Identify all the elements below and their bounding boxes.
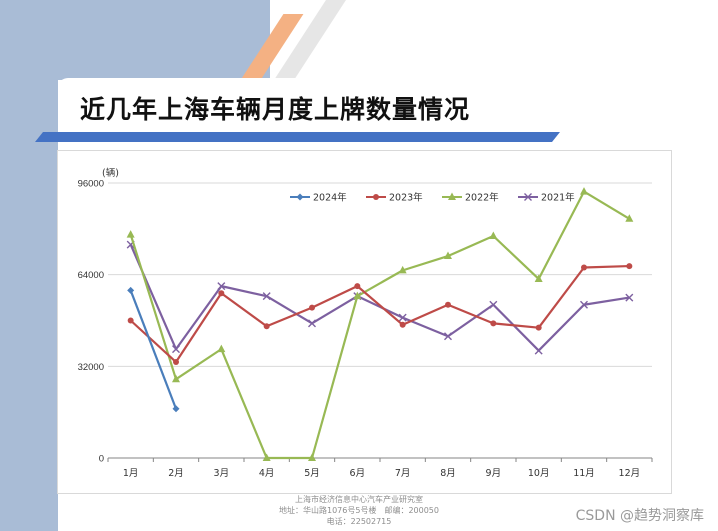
legend-marker-2023年 [373,194,379,200]
watermark: CSDN @趋势洞察库 [575,508,704,524]
legend-marker-2022年 [448,192,456,200]
footer-phone: 电话：22502715 [326,517,392,526]
page-title: 近几年上海车辆月度上牌数量情况 [80,95,471,124]
x-tick-label: 4月 [259,468,275,479]
data-point-2021年 [444,332,452,341]
line-chart: 0 32000 64000 96000(辆) 1月 2月 3月 4月 5月 6月 7月 8月 9月 10月… [78,167,653,479]
legend-label-2021年: 2021年 [541,192,575,204]
title-card [58,78,718,138]
data-point-2024年 [172,405,180,413]
x-tick-label: 10月 [528,468,550,479]
x-tick-label: 9月 [486,468,502,479]
data-point-2023年 [445,301,451,308]
data-point-2022年 [262,453,271,461]
data-point-2023年 [535,324,542,331]
y-axis-unit-label: (辆) [102,167,119,179]
legend-label-2023年: 2023年 [389,192,423,204]
data-point-2021年 [217,282,226,291]
legend-marker-2021年 [524,193,532,201]
x-tick-label: 7月 [395,468,411,479]
x-tick-label: 1月 [123,468,139,479]
data-point-2023年 [399,321,406,328]
footer-org: 上海市经济信息中心汽车产业研究室 [295,495,423,504]
y-tick-label: 0 [99,454,104,465]
series-line-2021年 [129,244,630,352]
x-tick-label: 6月 [350,468,366,479]
x-tick-label: 2月 [168,468,184,479]
data-point-2024年 [127,286,135,294]
data-point-2023年 [309,304,315,311]
series-line-2022年 [129,190,630,460]
series-line-2024年 [129,290,178,410]
data-point-2022年 [580,187,588,195]
data-point-2023年 [581,264,587,271]
data-point-2021年 [534,346,543,355]
x-tick-label: 5月 [304,468,320,479]
y-tick-label: 96000 [78,179,104,190]
title-underline [35,132,560,142]
data-point-2022年 [625,214,634,222]
x-tick-label: 11月 [573,468,595,479]
data-point-2022年 [534,274,543,282]
data-point-2023年 [127,317,134,324]
data-point-2021年 [398,313,407,322]
data-point-2023年 [626,263,633,270]
data-point-2023年 [490,320,497,327]
data-point-2022年 [126,230,135,238]
data-point-2022年 [217,344,226,353]
data-point-2021年 [625,293,634,302]
data-point-2023年 [218,290,225,297]
footer-address: 地址：华山路1076号5号楼 邮编：200050 [279,506,439,515]
legend-label-2024年: 2024年 [313,192,347,204]
chart-frame: 0 32000 64000 96000 (辆) 1月 2月 3月 4月 5月 6月 7月 8月 9月 10月… [57,150,672,494]
legend-label-2022年: 2022年 [465,192,499,204]
data-point-2021年 [262,292,271,301]
legend-marker-2024年 [296,193,304,201]
top-decorative-band [0,0,270,80]
data-point-2021年 [580,300,588,309]
data-point-2022年 [489,231,498,239]
x-tick-label: 8月 [440,468,456,479]
left-decorative-band [0,0,58,531]
data-point-2022年 [172,374,180,383]
data-point-2023年 [263,323,270,330]
x-tick-label: 3月 [214,468,230,479]
data-point-2021年 [489,300,498,309]
data-point-2021年 [308,319,316,328]
y-tick-label: 32000 [78,362,104,373]
data-point-2022年 [353,291,362,300]
x-tick-label: 12月 [619,468,641,479]
data-point-2021年 [172,345,180,354]
data-point-2022年 [444,251,452,260]
data-point-2023年 [354,283,361,290]
data-point-2022年 [308,453,316,461]
data-point-2023年 [173,359,179,366]
data-point-2022年 [398,265,407,274]
y-tick-label: 64000 [78,270,104,281]
series-line-2023年 [129,264,630,364]
